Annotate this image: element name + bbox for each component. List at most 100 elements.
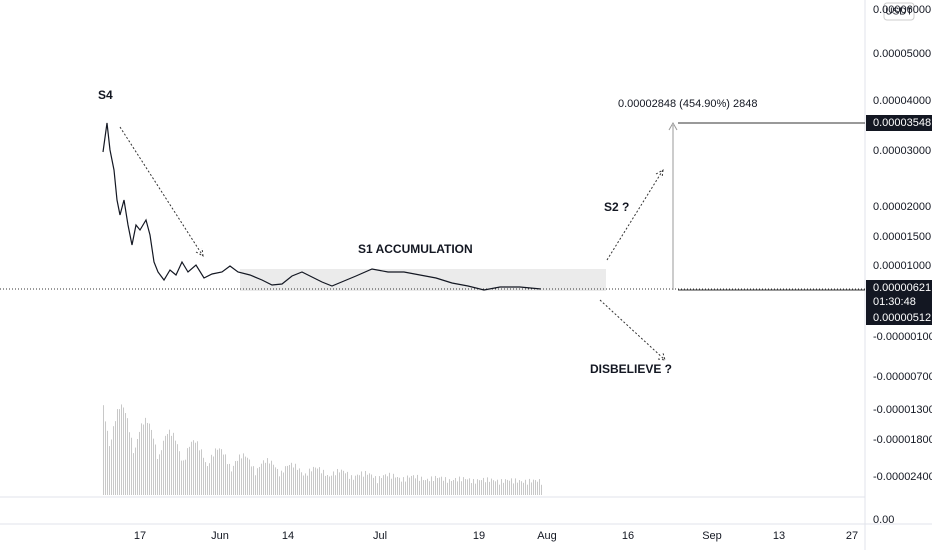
volume-bar <box>521 481 522 495</box>
volume-bar <box>341 469 342 495</box>
volume-bar <box>147 422 148 495</box>
volume-bar <box>243 453 244 495</box>
volume-bar <box>377 483 378 495</box>
volume-bar <box>461 481 462 495</box>
volume-bar <box>411 475 412 495</box>
volume-bar <box>351 475 352 495</box>
volume-bar <box>121 404 122 495</box>
volume-bar <box>339 472 340 495</box>
time-label: 19 <box>473 530 485 542</box>
price-label: -0.00001800 <box>873 434 932 446</box>
price-label: -0.00002400 <box>873 471 932 483</box>
volume-bar <box>329 476 330 495</box>
volume-bar <box>185 459 186 495</box>
volume-bar <box>331 475 332 495</box>
volume-bar <box>123 407 124 495</box>
volume-bar <box>335 475 336 495</box>
volume-bar <box>471 483 472 495</box>
volume-bar <box>111 439 112 495</box>
volume-bar <box>361 471 362 495</box>
annotation: S2 ? <box>604 200 629 214</box>
volume-bar <box>159 454 160 495</box>
volume-bar <box>217 449 218 495</box>
currency[interactable]: USDT <box>885 7 912 18</box>
volume-bar <box>215 448 216 495</box>
volume-bar <box>251 466 252 495</box>
volume-bar <box>245 456 246 495</box>
volume-bar <box>267 458 268 495</box>
volume-bar <box>289 464 290 495</box>
volume-bar <box>321 473 322 495</box>
volume-bar <box>401 481 402 495</box>
volume-bar <box>177 444 178 495</box>
volume-bar <box>425 480 426 495</box>
volume-bar <box>107 430 108 495</box>
volume-bar <box>381 478 382 495</box>
time-label: 27 <box>846 530 858 542</box>
volume-bar <box>125 413 126 495</box>
accumulation-box <box>240 269 606 291</box>
time-label: 13 <box>773 530 785 542</box>
volume-bar <box>105 421 106 495</box>
volume-bar <box>307 475 308 495</box>
volume-bar <box>257 468 258 495</box>
volume-bar <box>365 470 366 495</box>
volume-bar <box>465 479 466 495</box>
price-label: 0.00001500 <box>873 231 931 243</box>
time-label: Jul <box>373 530 387 542</box>
volume-bar <box>301 472 302 495</box>
volume-bar <box>379 476 380 495</box>
volume-bar <box>485 482 486 495</box>
volume-bar <box>223 454 224 495</box>
volume-bar <box>535 480 536 495</box>
volume-bar <box>219 448 220 495</box>
time-label: Jun <box>211 530 229 542</box>
volume-bar <box>391 478 392 495</box>
volume-bar <box>445 477 446 495</box>
price-tag <box>866 115 932 131</box>
time-label: Sep <box>702 530 722 542</box>
volume-bar <box>463 477 464 495</box>
volume-bar <box>213 456 214 495</box>
volume-bar <box>315 467 316 495</box>
volume-bar <box>487 477 488 495</box>
price-label: 0.00001000 <box>873 260 931 272</box>
volume-bar <box>139 431 140 495</box>
volume-bar <box>293 467 294 495</box>
volume-bar <box>533 479 534 495</box>
volume-bar <box>297 469 298 495</box>
volume-bar <box>235 461 236 495</box>
volume-bar <box>151 429 152 495</box>
volume-bar <box>473 478 474 495</box>
volume-bar <box>355 475 356 495</box>
price-label: 0.00006000 <box>873 4 931 16</box>
volume-bar <box>263 460 264 495</box>
volume-bar <box>483 477 484 495</box>
volume-bar <box>179 451 180 495</box>
volume-bar <box>277 468 278 495</box>
price-label: 0.00003000 <box>873 145 931 157</box>
volume-bar <box>211 454 212 495</box>
volume-bar <box>113 426 114 495</box>
volume-bar <box>491 478 492 495</box>
volume-bar <box>475 483 476 495</box>
volume-bar <box>201 449 202 495</box>
volume-bar <box>207 466 208 495</box>
volume-bar <box>327 475 328 495</box>
volume-bar <box>527 484 528 495</box>
volume-bar <box>529 478 530 495</box>
volume-bar <box>433 481 434 495</box>
time-label: 16 <box>622 530 634 542</box>
volume-bar <box>133 453 134 495</box>
arrows <box>119 126 666 361</box>
volume-bar <box>205 462 206 495</box>
volume-bar <box>181 460 182 495</box>
volume-bar <box>419 480 420 495</box>
volume-bar <box>137 439 138 495</box>
volume-bar <box>145 417 146 495</box>
volume-bar <box>509 480 510 495</box>
volume-bar <box>117 409 118 495</box>
volume-bar <box>343 470 344 495</box>
currency-box[interactable] <box>883 2 915 21</box>
volume-bar <box>449 479 450 495</box>
